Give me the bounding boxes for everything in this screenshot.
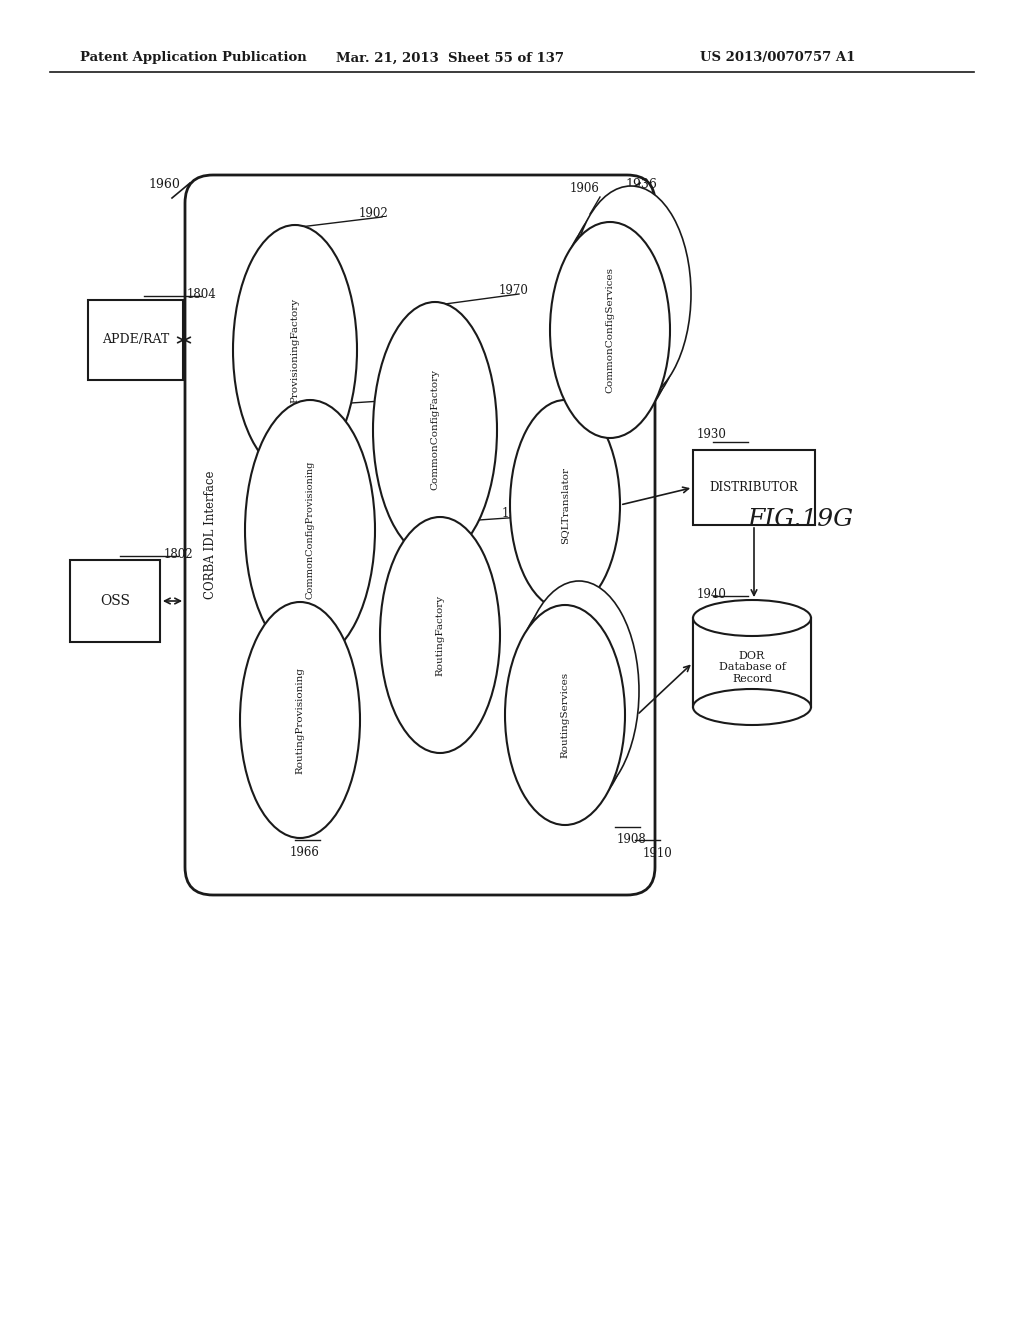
Text: CommonConfigFactory: CommonConfigFactory (430, 370, 439, 491)
Ellipse shape (571, 186, 691, 403)
Text: RoutingServices: RoutingServices (560, 672, 569, 758)
Text: CommonConfigProvisioning: CommonConfigProvisioning (305, 461, 314, 599)
FancyBboxPatch shape (185, 176, 655, 895)
Text: 1804: 1804 (187, 288, 217, 301)
Text: 1960: 1960 (148, 178, 180, 191)
Bar (88, 300, 183, 380)
Bar (70, 560, 160, 642)
Text: 1930: 1930 (697, 428, 727, 441)
Text: OSS: OSS (100, 594, 130, 609)
Text: 1802: 1802 (164, 548, 194, 561)
Text: DOR
Database of
Record: DOR Database of Record (719, 651, 785, 684)
Ellipse shape (693, 601, 811, 636)
Text: 1970: 1970 (499, 284, 528, 297)
Text: RoutingFactory: RoutingFactory (435, 594, 444, 676)
Ellipse shape (564, 198, 684, 414)
Text: 1902: 1902 (359, 207, 389, 220)
Ellipse shape (557, 210, 677, 426)
Ellipse shape (512, 593, 632, 813)
Text: 1910: 1910 (643, 847, 673, 861)
Text: CORBA IDL Interface: CORBA IDL Interface (204, 471, 216, 599)
Ellipse shape (550, 222, 670, 438)
Text: 1936: 1936 (625, 178, 656, 191)
Text: Mar. 21, 2013  Sheet 55 of 137: Mar. 21, 2013 Sheet 55 of 137 (336, 51, 564, 65)
Text: RoutingProvisioning: RoutingProvisioning (296, 667, 304, 774)
Bar (693, 618, 811, 708)
Text: APDE/RAT: APDE/RAT (101, 334, 169, 346)
Text: 1940: 1940 (697, 587, 727, 601)
Ellipse shape (233, 224, 357, 475)
Ellipse shape (373, 302, 497, 558)
Text: US 2013/0070757 A1: US 2013/0070757 A1 (700, 51, 855, 65)
Text: Patent Application Publication: Patent Application Publication (80, 51, 307, 65)
Ellipse shape (380, 517, 500, 752)
Ellipse shape (519, 581, 639, 801)
Text: 1968: 1968 (502, 507, 531, 520)
Text: 1906: 1906 (570, 182, 600, 195)
Text: CommonConfigServices: CommonConfigServices (605, 267, 614, 393)
Text: 1966: 1966 (290, 846, 319, 859)
Ellipse shape (510, 400, 620, 610)
Ellipse shape (245, 400, 375, 660)
Text: 1803: 1803 (377, 389, 407, 403)
Bar (693, 450, 815, 525)
Text: 1908: 1908 (617, 833, 647, 846)
Text: 1972: 1972 (622, 389, 651, 403)
Text: DISTRIBUTOR: DISTRIBUTOR (710, 480, 799, 494)
Ellipse shape (505, 605, 625, 825)
Text: FIG.19G: FIG.19G (746, 508, 853, 532)
Ellipse shape (240, 602, 360, 838)
Text: ProvisioningFactory: ProvisioningFactory (291, 297, 299, 403)
Ellipse shape (693, 689, 811, 725)
Text: SQLTranslator: SQLTranslator (560, 466, 569, 544)
